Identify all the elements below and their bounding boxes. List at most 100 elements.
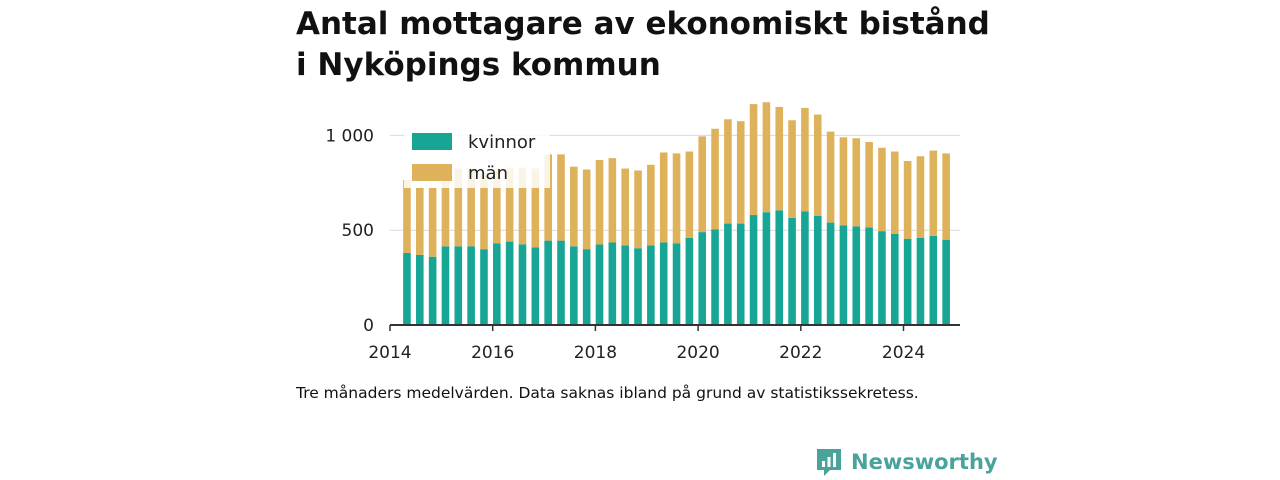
bar-kvinnor xyxy=(621,245,629,325)
bar-kvinnor xyxy=(582,249,591,325)
bar-man xyxy=(570,166,578,247)
bar-man xyxy=(582,169,591,250)
y-axis-tick-labels: 0 500 1 000 xyxy=(325,126,374,336)
bar-kvinnor xyxy=(480,249,488,325)
x-tick-label: 2016 xyxy=(471,343,514,363)
bar-man xyxy=(698,136,707,233)
bar-kvinnor xyxy=(608,242,617,325)
bar-man xyxy=(454,168,463,247)
bar-man xyxy=(801,107,809,212)
bar-man xyxy=(441,168,450,247)
bar-kvinnor xyxy=(890,233,899,325)
x-axis-tick-labels: 2014 2016 2018 2020 2022 2024 xyxy=(368,343,925,363)
bar-man xyxy=(685,151,694,238)
bar-kvinnor xyxy=(518,244,527,325)
bar-man xyxy=(493,168,501,244)
bar-man xyxy=(595,160,604,245)
y-tick-label: 500 xyxy=(342,221,374,241)
bar-kvinnor xyxy=(736,223,745,325)
bar-man xyxy=(428,187,437,257)
chart-title: Antal mottagare av ekonomiskt bistånd i … xyxy=(296,4,1016,86)
bar-kvinnor xyxy=(698,232,707,325)
legend: kvinnor män xyxy=(404,126,550,188)
bar-kvinnor xyxy=(659,242,668,325)
y-tick-label: 0 xyxy=(363,316,374,336)
bar-kvinnor xyxy=(570,246,578,325)
bar-kvinnor xyxy=(711,229,719,325)
legend-label: kvinnor xyxy=(468,132,536,153)
bar-man xyxy=(505,167,514,242)
bar-man xyxy=(518,167,527,245)
bar-man xyxy=(942,153,950,240)
bar-kvinnor xyxy=(544,240,552,325)
chart-caption: Tre månaders medelvärden. Data saknas ib… xyxy=(296,384,919,402)
bar-man xyxy=(749,104,758,216)
newsworthy-logo-icon xyxy=(817,449,841,476)
bar-kvinnor xyxy=(531,247,540,325)
x-tick-label: 2018 xyxy=(574,343,617,363)
x-axis xyxy=(389,324,960,331)
bar-man xyxy=(878,147,886,232)
bar-man xyxy=(711,128,719,230)
bar-man xyxy=(480,173,488,250)
bar-man xyxy=(762,102,771,213)
bar-kvinnor xyxy=(878,231,886,325)
bar-kvinnor xyxy=(826,222,835,325)
bar-kvinnor xyxy=(724,223,732,325)
bar-man xyxy=(890,151,899,234)
legend-swatch xyxy=(412,133,452,150)
bar-kvinnor xyxy=(557,240,565,325)
bar-kvinnor xyxy=(916,237,925,325)
bar-man xyxy=(659,152,668,243)
bar-man xyxy=(903,160,912,239)
bar-man xyxy=(839,137,848,226)
bar-kvinnor xyxy=(813,215,822,325)
bar-man xyxy=(852,138,861,227)
bar-man xyxy=(634,170,642,249)
bar-kvinnor xyxy=(493,243,501,325)
bar-kvinnor xyxy=(852,226,861,325)
bar-kvinnor xyxy=(428,256,437,325)
bar-man xyxy=(531,168,540,248)
bar-man xyxy=(621,168,629,246)
bar-kvinnor xyxy=(467,246,475,325)
bar-kvinnor xyxy=(801,211,809,325)
bar-man xyxy=(544,154,552,241)
bar-kvinnor xyxy=(415,254,424,325)
bar-kvinnor xyxy=(595,244,604,325)
legend-label: män xyxy=(468,163,508,184)
brand-name: Newsworthy xyxy=(851,450,998,474)
bar-man xyxy=(403,179,411,253)
y-tick-label: 1 000 xyxy=(325,126,374,146)
x-tick-label: 2024 xyxy=(882,343,925,363)
bar-kvinnor xyxy=(672,243,681,325)
bar-kvinnor xyxy=(788,217,796,325)
bar-kvinnor xyxy=(942,239,950,325)
bar-kvinnor xyxy=(647,245,655,325)
bar-kvinnor xyxy=(441,246,450,325)
title-line: Antal mottagare av ekonomiskt bistånd xyxy=(296,6,990,42)
bar-kvinnor xyxy=(749,215,758,325)
bar-man xyxy=(826,131,835,223)
bar-man xyxy=(916,156,925,238)
x-tick-label: 2014 xyxy=(368,343,411,363)
bar-man xyxy=(415,187,424,255)
bar-man xyxy=(865,142,873,228)
x-tick-label: 2020 xyxy=(676,343,719,363)
bar-kvinnor xyxy=(839,225,848,325)
bar-man xyxy=(724,119,732,224)
bar-kvinnor xyxy=(634,248,642,325)
bar-kvinnor xyxy=(762,212,771,325)
bar-man xyxy=(557,154,565,241)
bar-man xyxy=(813,114,822,216)
bar-kvinnor xyxy=(403,252,411,325)
bar-kvinnor xyxy=(775,210,784,325)
brand-logo[interactable]: Newsworthy xyxy=(815,446,998,478)
bar-man xyxy=(775,106,784,211)
bar-man xyxy=(672,153,681,244)
bar-man xyxy=(788,120,796,218)
bar-man xyxy=(736,121,745,224)
bar-kvinnor xyxy=(505,241,514,325)
bar-man xyxy=(929,150,938,236)
